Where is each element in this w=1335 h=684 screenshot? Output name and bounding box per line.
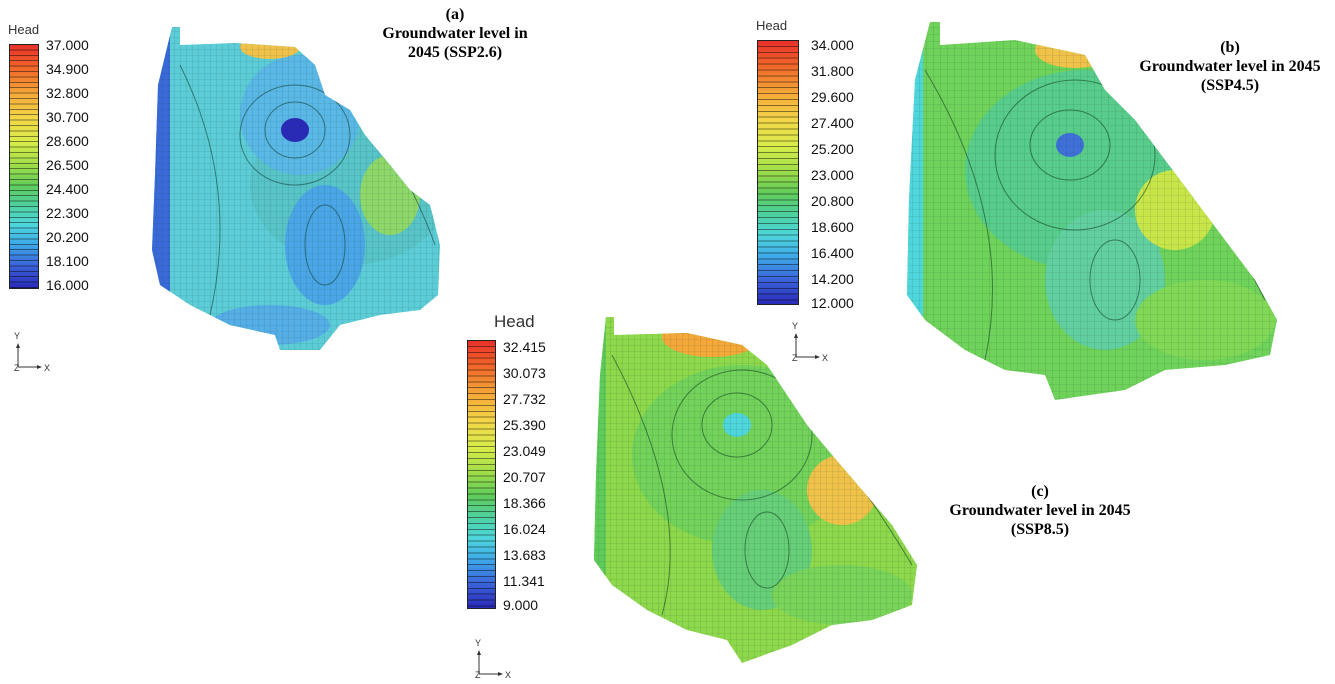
- legend-tick: 9.000: [503, 597, 539, 613]
- axis-y-label: Y: [475, 638, 482, 648]
- legend-tick: 26.500: [46, 157, 89, 173]
- legend-tick: 13.683: [503, 547, 546, 563]
- legend-bar-a: [9, 44, 39, 289]
- axis-gizmo-icon: [16, 343, 42, 369]
- legend-tick: 28.600: [46, 133, 89, 149]
- legend-tick: 18.100: [46, 253, 89, 269]
- legend-tick: 34.900: [46, 61, 89, 77]
- legend-tick: 16.000: [46, 277, 89, 293]
- axis-x-label: X: [44, 363, 51, 373]
- legend-title-a: Head: [8, 22, 40, 37]
- axis-gizmo-icon: [477, 650, 503, 676]
- legend-tick: 25.390: [503, 417, 546, 433]
- caption-letter-c: (c): [1031, 483, 1049, 500]
- axis-x-label: X: [505, 670, 512, 680]
- caption-line2-b: (SSP4.5): [1200, 77, 1260, 94]
- caption-b: (b) Groundwater level in 2045 (SSP4.5): [1105, 38, 1335, 95]
- legend-tick: 20.707: [503, 469, 546, 485]
- legend-tick: 16.400: [811, 245, 854, 261]
- legend-title-b: Head: [756, 18, 788, 33]
- caption-line1-a: Groundwater level in: [382, 25, 528, 42]
- legend-tick: 18.366: [503, 495, 546, 511]
- legend-tick: 29.600: [811, 89, 854, 105]
- legend-tick: 11.341: [503, 573, 545, 589]
- legend-bar-c: [467, 340, 496, 609]
- axis-z-label: Z: [14, 363, 20, 373]
- legend-tick: 16.024: [503, 521, 546, 537]
- legend-tick: 30.700: [46, 109, 89, 125]
- legend-title-c: Head: [494, 312, 535, 331]
- caption-c: (c) Groundwater level in 2045 (SSP8.5): [905, 482, 1175, 539]
- legend-bar-b: [757, 40, 799, 305]
- legend-tick: 20.200: [46, 229, 89, 245]
- legend-tick: 30.073: [503, 365, 546, 381]
- legend-tick: 23.049: [503, 443, 546, 459]
- axis-gizmo-icon: [794, 333, 820, 359]
- legend-tick: 23.000: [811, 167, 854, 183]
- axis-y-label: Y: [14, 331, 21, 341]
- groundwater-map-a: [152, 27, 440, 350]
- axis-z-label: Z: [475, 670, 481, 680]
- legend-tick: 24.400: [46, 181, 89, 197]
- groundwater-map-b: [907, 22, 1277, 400]
- axis-x-label: X: [822, 353, 829, 363]
- legend-tick: 12.000: [811, 295, 854, 311]
- caption-line1-b: Groundwater level in 2045: [1139, 58, 1321, 75]
- caption-letter-b: (b): [1220, 39, 1240, 56]
- legend-tick: 20.800: [811, 193, 854, 209]
- legend-tick: 32.800: [46, 85, 89, 101]
- caption-letter-a: (a): [445, 6, 465, 23]
- legend-tick: 14.200: [811, 271, 854, 287]
- groundwater-map-c: [594, 317, 917, 663]
- legend-tick: 27.732: [503, 391, 546, 407]
- legend-tick: 22.300: [46, 205, 89, 221]
- legend-tick: 25.200: [811, 141, 854, 157]
- legend-tick: 27.400: [811, 115, 854, 131]
- axis-y-label: Y: [792, 321, 799, 331]
- caption-a: (a) Groundwater level in 2045 (SSP2.6): [350, 5, 560, 62]
- caption-line2-c: (SSP8.5): [1010, 521, 1070, 538]
- caption-line1-c: Groundwater level in 2045: [949, 502, 1131, 519]
- legend-tick: 37.000: [46, 37, 89, 53]
- legend-tick: 32.415: [503, 339, 546, 355]
- legend-tick: 31.800: [811, 63, 854, 79]
- axis-z-label: Z: [792, 353, 798, 363]
- legend-tick: 34.000: [811, 37, 854, 53]
- legend-tick: 18.600: [811, 219, 854, 235]
- caption-line2-a: 2045 (SSP2.6): [407, 44, 503, 61]
